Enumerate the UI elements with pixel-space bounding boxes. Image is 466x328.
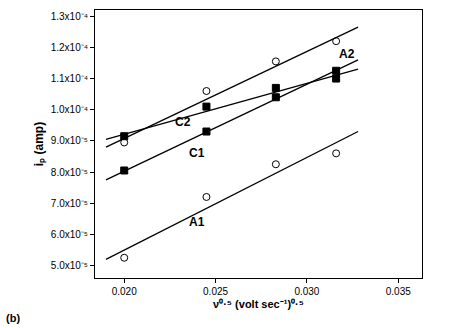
svg-text:(b): (b) — [6, 312, 20, 324]
svg-text:C1: C1 — [189, 146, 205, 160]
svg-text:7.0x10⁻⁵: 7.0x10⁻⁵ — [51, 198, 88, 209]
svg-text:iₚ (amp): iₚ (amp) — [32, 122, 47, 166]
svg-text:ν⁰·⁵ (volt sec⁻¹)⁰·⁵: ν⁰·⁵ (volt sec⁻¹)⁰·⁵ — [213, 298, 304, 310]
svg-text:1.1x10⁻⁴: 1.1x10⁻⁴ — [51, 73, 88, 84]
svg-text:0.025: 0.025 — [203, 286, 228, 297]
svg-text:1.2x10⁻⁴: 1.2x10⁻⁴ — [51, 42, 88, 53]
svg-text:1.0x10⁻⁴: 1.0x10⁻⁴ — [51, 104, 88, 115]
svg-text:9.0x10⁻⁵: 9.0x10⁻⁵ — [51, 135, 88, 146]
svg-text:A1: A1 — [189, 215, 205, 229]
svg-text:1.3x10⁻⁴: 1.3x10⁻⁴ — [51, 11, 88, 22]
svg-text:C2: C2 — [175, 115, 191, 129]
svg-text:0.020: 0.020 — [112, 286, 137, 297]
svg-text:A2: A2 — [339, 47, 355, 61]
svg-text:6.0x10⁻⁵: 6.0x10⁻⁵ — [51, 229, 88, 240]
svg-text:5.0x10⁻⁵: 5.0x10⁻⁵ — [51, 260, 88, 271]
svg-text:0.030: 0.030 — [294, 286, 319, 297]
svg-text:8.0x10⁻⁵: 8.0x10⁻⁵ — [51, 167, 88, 178]
svg-text:0.035: 0.035 — [386, 286, 411, 297]
